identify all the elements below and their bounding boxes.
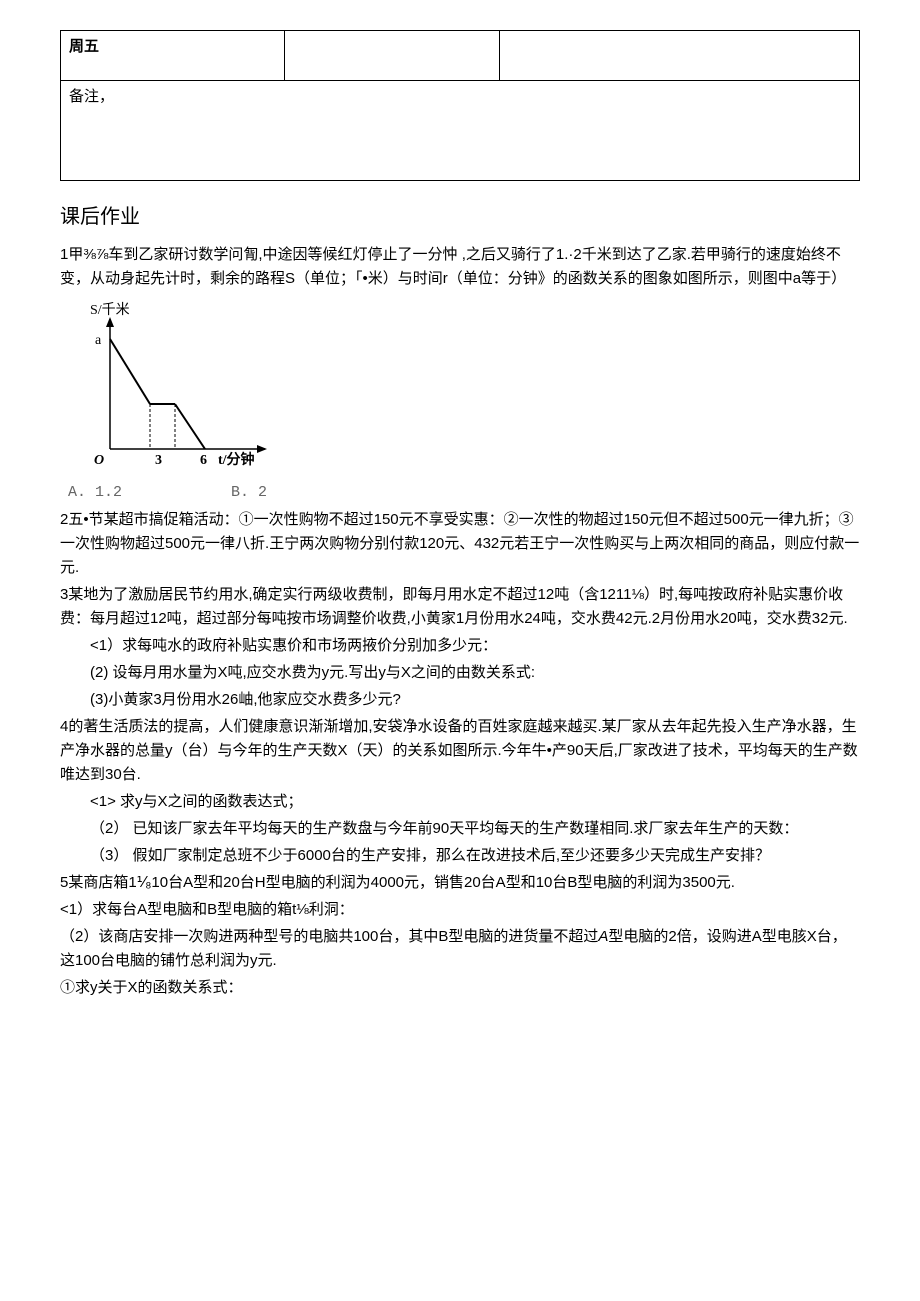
question-3-part1: <1）求每吨水的政府补贴实惠价和市场两掖价分别加多少元： [60, 634, 860, 658]
section-title: 课后作业 [60, 201, 860, 233]
y-axis-arrow [106, 317, 114, 327]
header-table: 周五 备注， [60, 30, 860, 181]
table-cell-friday: 周五 [61, 31, 285, 81]
x-tick-6: 6 [200, 453, 207, 468]
question-4-part2: （2） 已知该厂家去年平均每天的生产数盘与今年前90天平均每天的生产数瑾相同.求… [60, 817, 860, 841]
function-graph-svg: S/千米 a O 3 6 t/分钟 [70, 299, 280, 469]
option-b: B. 2 [231, 484, 267, 501]
question-1-options: A. 1.2 B. 2 [68, 481, 860, 505]
question-5-part1: <1）求每台A型电脑和B型电脑的箱t⅛利洞： [60, 898, 860, 922]
x-tick-3: 3 [155, 453, 162, 468]
question-5-part2-sub: ①求y关于X的函数关系式： [60, 976, 860, 1000]
question-3-intro: 3某地为了激励居民节约用水,确定实行两级收费制，即每月用水定不超过12吨（含12… [60, 583, 860, 631]
question-4-part1: <1> 求y与X之间的函数表达式； [60, 790, 860, 814]
q5-p2-A: A [598, 928, 608, 945]
y-axis-label: S/千米 [90, 302, 130, 318]
graph-segment-1 [110, 339, 150, 404]
question-3-part2: (2) 设每月用水量为X吨,应交水费为y元.写出y与X之间的由数关系式: [60, 661, 860, 685]
question-1-text: 1甲⅜⅞车到乙家研讨数学问㔨,中途因等候红灯停止了一分忡 ,之后又骑行了1.·2… [60, 243, 860, 291]
graph-segment-3 [175, 404, 205, 449]
x-axis-label: t/分钟 [218, 451, 255, 468]
option-a: A. 1.2 [68, 484, 122, 501]
question-3-part3: (3)小黄家3月份用水26岫,他家应交水费多少元? [60, 688, 860, 712]
q5-p2-intro: （2）该商店安排一次购进两种型号的电脑共100台，其中B型电脑的进货量不超过 [60, 928, 598, 945]
question-4-intro: 4的著生活质法的提高，人们健康意识渐渐增加,安袋净水设备的百姓家庭越来越买.某厂… [60, 715, 860, 787]
question-2-text: 2五•节某超市搞促箱活动：①一次性购物不超过150元不享受实惠：②一次性的物超过… [60, 508, 860, 580]
chart-figure: S/千米 a O 3 6 t/分钟 [70, 299, 860, 477]
x-axis-arrow [257, 445, 267, 453]
origin-label: O [94, 453, 104, 468]
table-cell-empty1 [284, 31, 500, 81]
y-mark-a: a [95, 333, 102, 348]
table-cell-empty2 [500, 31, 860, 81]
question-4-part3: （3） 假如厂家制定总班不少于6000台的生产安排，那么在改进技术后,至少还要多… [60, 844, 860, 868]
table-cell-note: 备注， [61, 81, 860, 181]
question-5-part2: （2）该商店安排一次购进两种型号的电脑共100台，其中B型电脑的进货量不超过A型… [60, 925, 860, 973]
question-5-intro: 5某商店箱1⅟₈10台A型和20台H型电脑的利润为4000元，销售20台A型和1… [60, 871, 860, 895]
